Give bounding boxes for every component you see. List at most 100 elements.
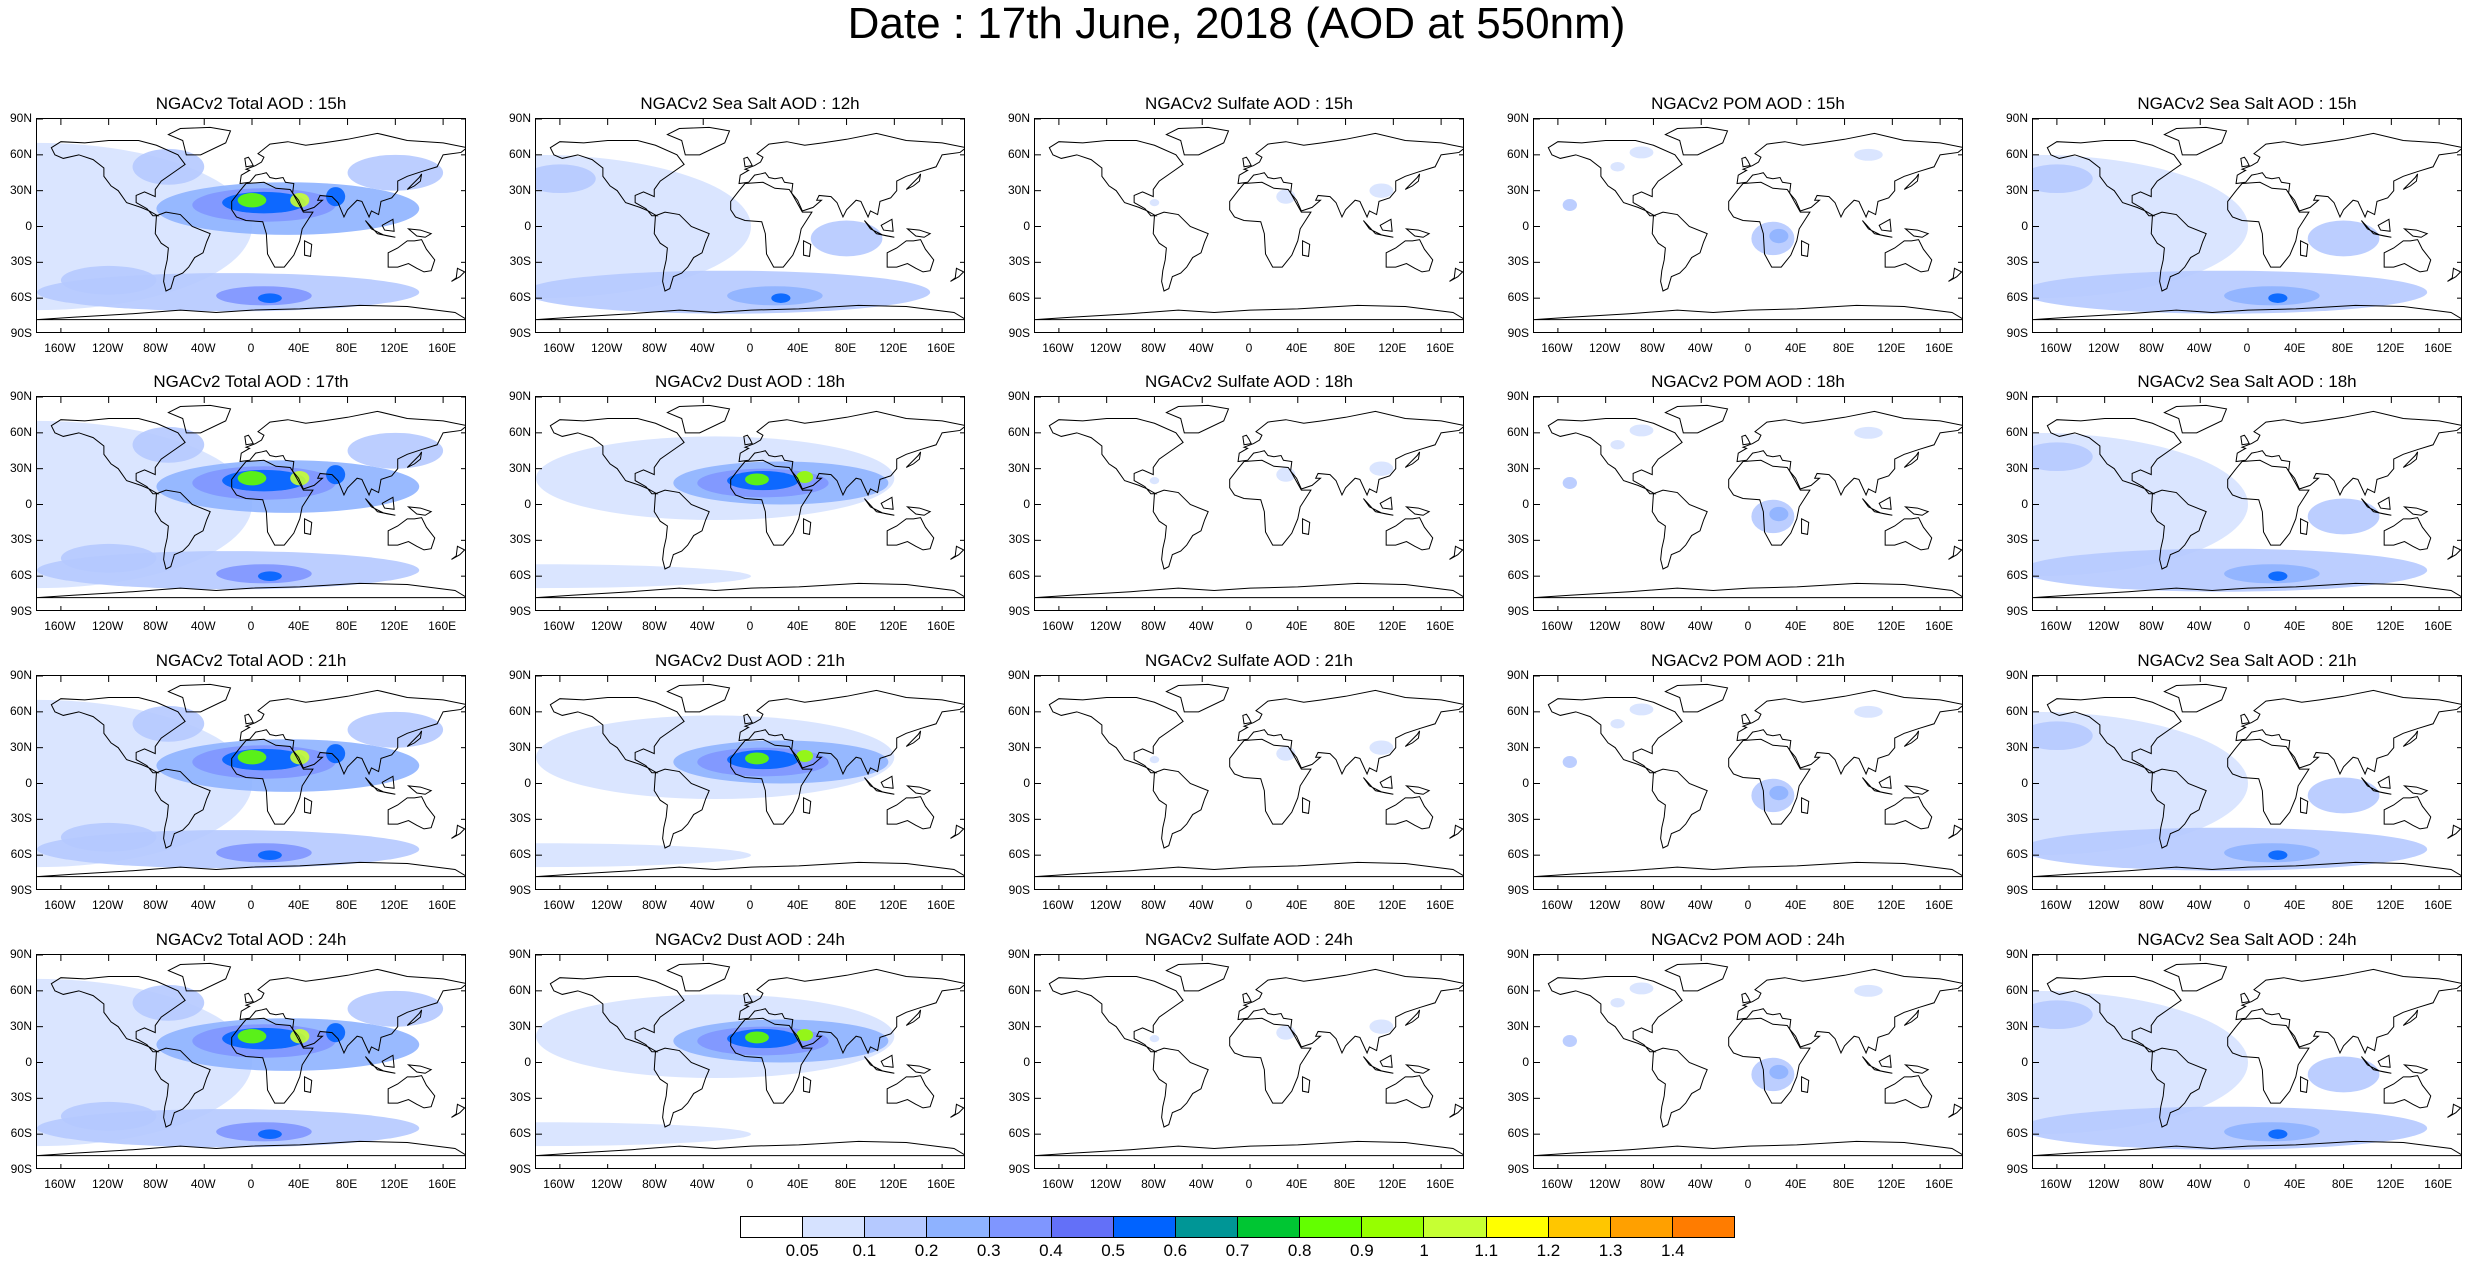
coastline <box>239 410 465 497</box>
coastline <box>864 498 895 516</box>
coastline <box>451 1103 465 1118</box>
coastline <box>1379 775 1393 789</box>
lat-tick-label: 60S <box>10 1126 32 1141</box>
coastline <box>1242 156 1252 168</box>
colorbar-box <box>1238 1217 1301 1237</box>
lat-tick-label: 0 <box>524 775 531 790</box>
lat-tick-label: 60S <box>509 568 531 583</box>
lon-tick-label: 0 <box>746 619 754 633</box>
coastline <box>536 304 964 321</box>
lat-tick-label: 90S <box>1507 883 1529 897</box>
lon-tick-label: 160W <box>543 341 575 355</box>
map-plot <box>536 397 964 610</box>
coastline <box>1363 498 1394 516</box>
lon-tick-label: 80W <box>1640 898 1665 912</box>
coastline <box>738 689 964 776</box>
lat-tick-label: 30S <box>1507 811 1529 826</box>
coastline <box>1385 239 1434 273</box>
lon-tick-label: 160E <box>1426 341 1455 355</box>
coastline <box>653 768 710 849</box>
colorbar-box <box>1548 1217 1611 1237</box>
coastline <box>2150 1047 2207 1128</box>
lon-tick-label: 120E <box>1877 341 1906 355</box>
coastline <box>1379 496 1393 510</box>
aod-field <box>771 293 791 303</box>
aod-field <box>536 154 751 299</box>
coastline <box>1302 518 1311 535</box>
lat-tick-label: 90N <box>1506 389 1529 403</box>
coastline <box>1404 506 1431 516</box>
aod-field <box>326 465 346 485</box>
panel-title: NGACv2 Total AOD : 15h <box>155 94 347 113</box>
coastline <box>1237 132 1463 219</box>
coastline <box>1229 1017 1312 1104</box>
coastline <box>1903 173 1920 190</box>
lat-tick-label: 30S <box>1008 1090 1030 1105</box>
coastline <box>1534 1140 1962 1157</box>
colorbar-box <box>1300 1217 1363 1237</box>
coastline <box>2402 730 2419 747</box>
coastline <box>1728 459 1811 546</box>
coastline <box>1449 545 1463 560</box>
aod-field <box>347 432 444 469</box>
map-panel: NGACv2 Total AOD : 21h 90N 60N 30N 0 30S 60S 90… <box>10 651 466 930</box>
coastline <box>2240 156 2250 168</box>
coastline <box>1152 489 1209 570</box>
map-frame <box>1034 118 1464 333</box>
aod-field <box>745 752 769 765</box>
lat-tick-label: 0 <box>524 496 531 511</box>
coastline <box>2377 218 2391 232</box>
aod-field <box>1610 162 1625 172</box>
aod-field <box>60 265 157 295</box>
lon-tick-label: 40E <box>787 619 809 633</box>
colorbar-label: 0.1 <box>852 1241 877 1260</box>
aod-field <box>1562 199 1577 211</box>
coastline <box>406 1064 433 1074</box>
lat-tick-label: 60N <box>1007 982 1030 997</box>
colorbar-box <box>1610 1217 1673 1237</box>
lon-tick-label: 0 <box>1744 1177 1752 1191</box>
coastline <box>950 1103 964 1118</box>
lon-tick-label: 160E <box>927 898 956 912</box>
map-frame <box>1533 954 1963 1169</box>
lon-tick-label: 160W <box>2040 619 2072 633</box>
coastline <box>2402 785 2429 795</box>
lon-tick-label: 120W <box>590 898 623 912</box>
aod-field <box>1629 424 1654 437</box>
lat-tick-label: 90N <box>1506 947 1529 961</box>
coastline <box>239 132 465 219</box>
lon-tick-label: 40E <box>288 341 310 355</box>
aod-field <box>1369 740 1394 755</box>
aod-field <box>1629 146 1654 159</box>
lat-tick-label: 0 <box>1522 775 1529 790</box>
coastline <box>886 239 935 273</box>
lat-tick-label: 90N <box>1007 668 1030 682</box>
lat-tick-label: 90N <box>1007 389 1030 403</box>
coastline <box>1385 517 1434 551</box>
lon-tick-label: 40W <box>689 898 715 912</box>
coastline <box>1948 1103 1962 1118</box>
map-plot <box>536 119 964 332</box>
lat-tick-label: 90S <box>2006 1162 2028 1176</box>
coastline <box>2377 775 2391 789</box>
coastline <box>1035 861 1463 878</box>
lon-tick-label: 120E <box>1877 1177 1906 1191</box>
map-plot <box>1035 119 1463 332</box>
coastline <box>880 496 894 510</box>
lon-tick-label: 160E <box>1426 619 1455 633</box>
coastline <box>1404 1009 1421 1026</box>
coastline <box>50 418 186 495</box>
lon-tick-label: 160W <box>543 898 575 912</box>
colorbar-box <box>741 1217 804 1237</box>
coastline <box>2402 1009 2419 1026</box>
coastline <box>536 861 964 878</box>
lat-tick-label: 60S <box>10 290 32 305</box>
coastline <box>231 738 314 825</box>
lon-tick-label: 120W <box>91 341 124 355</box>
lon-tick-label: 160E <box>428 341 457 355</box>
map-panel: NGACv2 Sea Salt AOD : 21h 90N 60N 30N 0 30S 60… <box>2006 651 2462 930</box>
coastline <box>381 1054 395 1068</box>
coastline <box>2361 1056 2392 1074</box>
lat-tick-label: 60S <box>1008 568 1030 583</box>
lat-tick-label: 60S <box>1008 290 1030 305</box>
